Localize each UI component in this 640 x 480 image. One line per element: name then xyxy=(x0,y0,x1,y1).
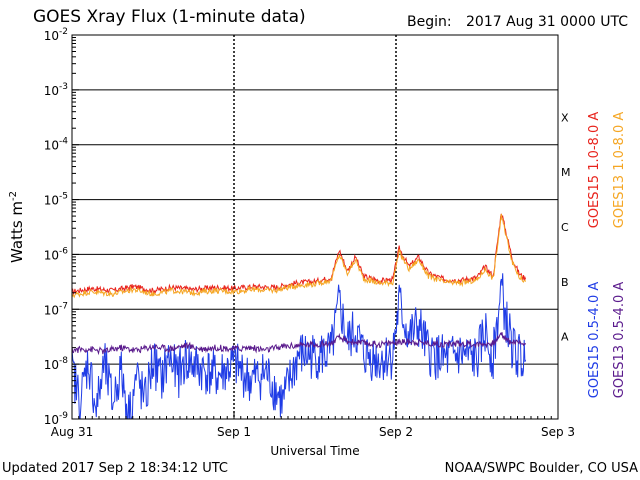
updated-timestamp: Updated 2017 Sep 2 18:34:12 UTC xyxy=(2,461,229,476)
legend-entry: GOES13 0.5-4.0 A xyxy=(612,282,627,399)
x-tick-label: Sep 1 xyxy=(217,425,251,439)
y-tick-label: 10-2 xyxy=(44,27,68,43)
series-lines xyxy=(71,213,527,420)
y-tick-label: 10-9 xyxy=(44,411,69,427)
x-axis-label: Universal Time xyxy=(270,444,359,458)
y-tick-label: 10-3 xyxy=(44,82,68,98)
flare-class-A: A xyxy=(561,331,569,344)
plot-frame xyxy=(71,34,559,420)
y-tick-label: 10-8 xyxy=(44,356,69,372)
flare-class-X: X xyxy=(561,111,569,124)
flare-class-M: M xyxy=(561,166,571,179)
flare-class-B: B xyxy=(561,276,569,289)
series-line xyxy=(71,213,527,299)
flare-class-C: C xyxy=(561,221,569,234)
grid xyxy=(72,35,558,419)
chart-title: GOES Xray Flux (1-minute data) xyxy=(33,7,306,27)
flare-class-labels: A B C M X xyxy=(561,111,571,343)
x-tick-label: Aug 31 xyxy=(51,425,94,439)
y-axis-label: Watts m-2 xyxy=(8,191,26,263)
y-axis: 10-9 10-8 10-7 10-6 10-5 10-4 10-3 10-2 xyxy=(44,27,79,427)
x-tick-label: Sep 3 xyxy=(541,425,575,439)
legend: GOES15 1.0-8.0 A GOES13 1.0-8.0 A GOES15 0… xyxy=(587,112,627,399)
y-tick-label: 10-6 xyxy=(44,246,69,262)
x-axis: Aug 31 Sep 1 Sep 2 Sep 3 xyxy=(51,411,575,439)
x-tick-label: Sep 2 xyxy=(379,425,413,439)
series-line xyxy=(71,332,527,356)
legend-entry: GOES15 1.0-8.0 A xyxy=(587,112,602,229)
legend-entry: GOES15 0.5-4.0 A xyxy=(587,282,602,399)
y-tick-label: 10-7 xyxy=(44,301,68,317)
data-source: NOAA/SWPC Boulder, CO USA xyxy=(444,461,638,476)
begin-date: 2017 Aug 31 0000 UTC xyxy=(466,14,628,30)
y-tick-label: 10-4 xyxy=(44,137,69,153)
y-tick-label: 10-5 xyxy=(44,192,68,208)
begin-label: Begin: xyxy=(407,14,452,30)
legend-entry: GOES13 1.0-8.0 A xyxy=(612,112,627,229)
